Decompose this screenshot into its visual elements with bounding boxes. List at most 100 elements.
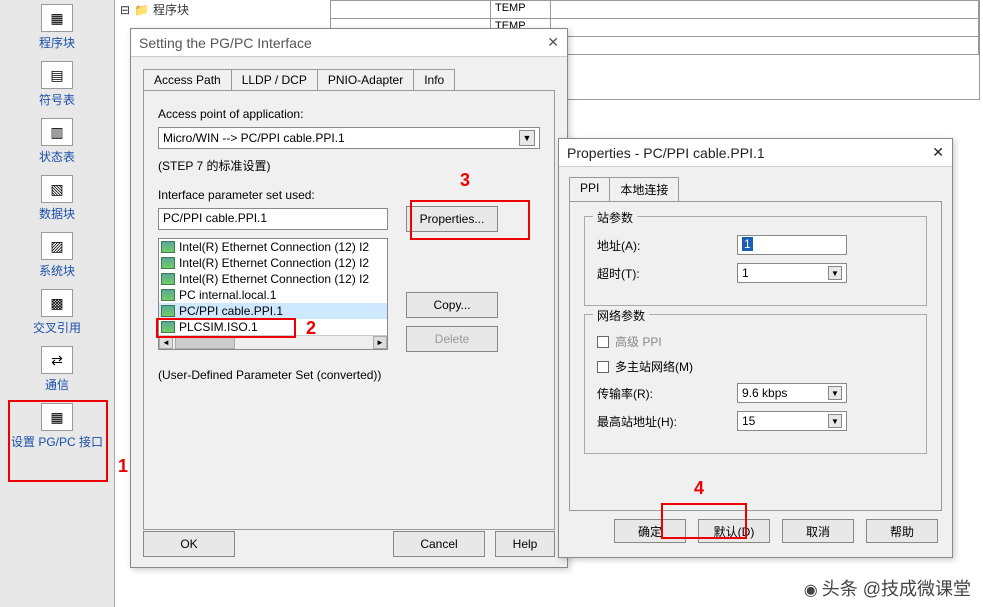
close-icon[interactable]: ✕ xyxy=(547,34,559,51)
list-item-label: PLCSIM.ISO.1 xyxy=(179,320,258,334)
system-block-icon: ▨ xyxy=(41,232,73,260)
tabs: Access Path LLDP / DCP PNIO-Adapter Info xyxy=(143,69,555,90)
sidebar: ▦程序块 ▤ 符号表 ▥ 状态表 ▧数据块 ▨ 系统块 ▩ 交叉引用 ⇄通信 ▦设置 P… xyxy=(0,0,115,607)
highaddr-select[interactable]: 15 ▼ xyxy=(737,411,847,431)
adapter-icon xyxy=(161,321,175,333)
param-set-label: Interface parameter set used: xyxy=(158,188,540,202)
tab-ppi[interactable]: PPI xyxy=(569,177,610,201)
annotation-label-3: 3 xyxy=(460,170,470,191)
cancel-button[interactable]: 取消 xyxy=(782,519,854,543)
highaddr-label: 最高站地址(H): xyxy=(597,413,737,430)
cancel-button[interactable]: Cancel xyxy=(393,531,485,557)
chevron-down-icon: ▼ xyxy=(828,414,842,428)
list-item[interactable]: Intel(R) Ethernet Connection (12) I2 xyxy=(159,271,387,287)
folder-icon: 📁 xyxy=(134,3,149,17)
adapter-icon xyxy=(161,273,175,285)
group-title: 站参数 xyxy=(593,209,637,226)
list-item[interactable]: PLCSIM.ISO.1 xyxy=(159,319,387,335)
sidebar-item-cross-ref[interactable]: ▩ 交叉引用 xyxy=(0,285,114,342)
user-defined-note: (User-Defined Parameter Set (converted)) xyxy=(158,368,388,382)
close-icon[interactable]: ✕ xyxy=(932,144,944,161)
sidebar-item-label: 设置 PG/PC 接口 xyxy=(11,433,103,450)
address-input[interactable]: 1 xyxy=(737,235,847,255)
annotation-label-2: 2 xyxy=(306,318,316,339)
sidebar-item-status-table[interactable]: ▥ 状态表 xyxy=(0,114,114,171)
scroll-left-icon[interactable]: ◄ xyxy=(159,336,173,349)
tab-info[interactable]: Info xyxy=(413,69,455,90)
sidebar-item-label: 交叉引用 xyxy=(33,319,81,336)
scrollbar-horizontal[interactable]: ◄ ► xyxy=(159,335,387,349)
adv-ppi-checkbox[interactable] xyxy=(597,336,609,348)
ok-button[interactable]: 确定 xyxy=(614,519,686,543)
tab-local-conn[interactable]: 本地连接 xyxy=(609,177,679,201)
baud-value: 9.6 kbps xyxy=(742,386,787,400)
station-params-group: 站参数 地址(A): 1 超时(T): 1▼ xyxy=(584,216,927,306)
default-button[interactable]: 默认(D) xyxy=(698,519,770,543)
dialog-title-text: Setting the PG/PC Interface xyxy=(139,35,312,51)
delete-button[interactable]: Delete xyxy=(406,326,498,352)
sidebar-item-comm[interactable]: ⇄通信 xyxy=(0,342,114,399)
sidebar-item-label: 符号表 xyxy=(39,91,75,108)
adv-ppi-label: 高级 PPI xyxy=(615,333,662,350)
multimaster-label: 多主站网络(M) xyxy=(615,358,693,375)
access-point-combo[interactable]: Micro/WIN --> PC/PPI cable.PPI.1 ▼ xyxy=(158,127,540,149)
sidebar-item-label: 通信 xyxy=(45,376,69,393)
sidebar-item-program-block[interactable]: ▦程序块 xyxy=(0,0,114,57)
adapter-icon xyxy=(161,305,175,317)
properties-dialog: Properties - PC/PPI cable.PPI.1 ✕ PPI 本地… xyxy=(558,138,953,558)
tab-lldp-dcp[interactable]: LLDP / DCP xyxy=(231,69,318,90)
param-set-input[interactable]: PC/PPI cable.PPI.1 xyxy=(158,208,388,230)
adapter-icon xyxy=(161,241,175,253)
data-block-icon: ▧ xyxy=(41,175,73,203)
list-item[interactable]: PC internal.local.1 xyxy=(159,287,387,303)
list-item-selected[interactable]: PC/PPI cable.PPI.1 xyxy=(159,303,387,319)
symbol-table-icon: ▤ xyxy=(41,61,73,89)
properties-button[interactable]: Properties... xyxy=(406,206,498,232)
list-item-label: PC internal.local.1 xyxy=(179,288,276,302)
sidebar-item-data-block[interactable]: ▧数据块 xyxy=(0,171,114,228)
address-label: 地址(A): xyxy=(597,237,737,254)
baud-select[interactable]: 9.6 kbps▼ xyxy=(737,383,847,403)
tree-item[interactable]: ⊟📁程序块 xyxy=(120,0,240,19)
sidebar-item-symbol-table[interactable]: ▤ 符号表 xyxy=(0,57,114,114)
sidebar-item-system-block[interactable]: ▨ 系统块 xyxy=(0,228,114,285)
interface-listbox[interactable]: Intel(R) Ethernet Connection (12) I2 Int… xyxy=(158,238,388,350)
network-params-group: 网络参数 高级 PPI 多主站网络(M) 传输率(R): 9.6 kbps▼ 最… xyxy=(584,314,927,454)
sidebar-item-label: 状态表 xyxy=(39,148,75,165)
watermark: ◉头条 @技成微课堂 xyxy=(804,575,971,601)
list-item-label: PC/PPI cable.PPI.1 xyxy=(179,304,283,318)
step7-note: (STEP 7 的标准设置) xyxy=(158,157,540,174)
tab-pnio-adapter[interactable]: PNIO-Adapter xyxy=(317,69,414,90)
adapter-icon xyxy=(161,257,175,269)
tree-area: ⊟📁程序块 xyxy=(120,0,240,19)
list-item-label: Intel(R) Ethernet Connection (12) I2 xyxy=(179,256,369,270)
watermark-text: 头条 @技成微课堂 xyxy=(822,579,971,599)
cross-ref-icon: ▩ xyxy=(41,289,73,317)
timeout-value: 1 xyxy=(742,266,749,280)
sidebar-item-label: 系统块 xyxy=(39,262,75,279)
copy-button[interactable]: Copy... xyxy=(406,292,498,318)
scroll-thumb[interactable] xyxy=(175,336,235,349)
tab-panel: Access point of application: Micro/WIN -… xyxy=(143,90,555,530)
adapter-icon xyxy=(161,289,175,301)
help-button[interactable]: Help xyxy=(495,531,555,557)
sidebar-item-label: 程序块 xyxy=(39,34,75,51)
dialog-footer: 确定 默认(D) 取消 帮助 xyxy=(559,511,952,551)
list-item[interactable]: Intel(R) Ethernet Connection (12) I2 xyxy=(159,255,387,271)
scroll-right-icon[interactable]: ► xyxy=(373,336,387,349)
chevron-down-icon: ▼ xyxy=(519,130,535,146)
tab-access-path[interactable]: Access Path xyxy=(143,69,232,90)
dialog-footer: OK Cancel Help xyxy=(143,531,555,557)
bg-header-temp: TEMP xyxy=(491,1,551,18)
timeout-select[interactable]: 1▼ xyxy=(737,263,847,283)
status-table-icon: ▥ xyxy=(41,118,73,146)
list-item[interactable]: Intel(R) Ethernet Connection (12) I2 xyxy=(159,239,387,255)
ok-button[interactable]: OK xyxy=(143,531,235,557)
help-button[interactable]: 帮助 xyxy=(866,519,938,543)
list-item-label: Intel(R) Ethernet Connection (12) I2 xyxy=(179,240,369,254)
annotation-label-1: 1 xyxy=(118,456,128,477)
highaddr-value: 15 xyxy=(742,414,755,428)
pgpc-interface-dialog: Setting the PG/PC Interface ✕ Access Pat… xyxy=(130,28,568,568)
multimaster-checkbox[interactable] xyxy=(597,361,609,373)
sidebar-item-pgpc[interactable]: ▦设置 PG/PC 接口 xyxy=(0,399,114,456)
